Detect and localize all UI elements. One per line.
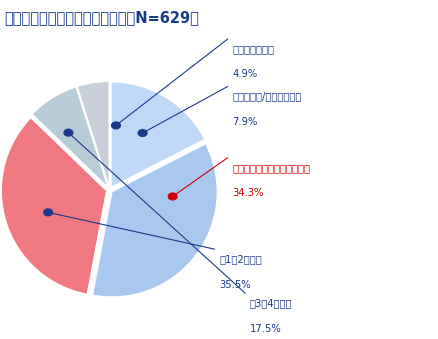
Text: 週1～2回程度: 週1～2回程度 [219, 254, 262, 264]
Wedge shape [93, 144, 217, 297]
Text: 35.5%: 35.5% [219, 280, 251, 290]
Text: 34.3%: 34.3% [232, 188, 264, 198]
Wedge shape [1, 118, 106, 294]
Text: 週3～4回程度: 週3～4回程度 [250, 298, 292, 308]
Text: わからない/答えられない: わからない/答えられない [232, 92, 301, 101]
Text: 7.9%: 7.9% [232, 117, 258, 127]
Text: 完全テレワーク: 完全テレワーク [232, 44, 274, 54]
Wedge shape [77, 82, 109, 187]
Text: 17.5%: 17.5% [250, 324, 281, 334]
Text: 経理部門のテレワーク実施状況（N=629）: 経理部門のテレワーク実施状況（N=629） [4, 10, 199, 25]
Text: 4.9%: 4.9% [232, 69, 258, 79]
Text: テレワークは実施していない: テレワークは実施していない [232, 163, 310, 173]
Wedge shape [111, 82, 205, 187]
Wedge shape [32, 87, 108, 187]
